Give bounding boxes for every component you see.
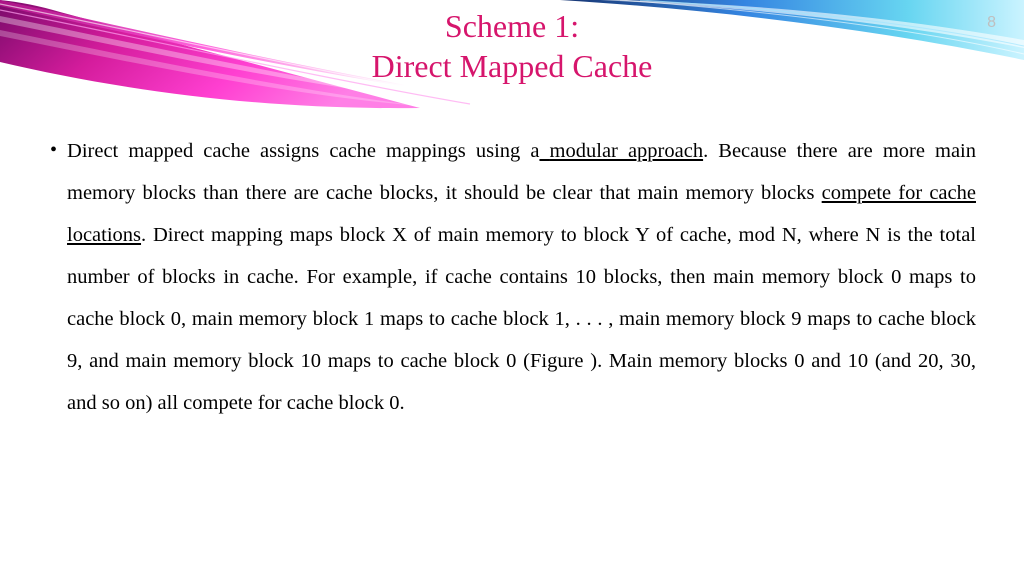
title-line-2: Direct Mapped Cache	[0, 46, 1024, 86]
text-segment: Direct mapped cache assigns cache mappin…	[67, 140, 539, 162]
title-line-1: Scheme 1:	[0, 6, 1024, 46]
slide-body: • Direct mapped cache assigns cache mapp…	[48, 130, 976, 424]
slide-title: Scheme 1: Direct Mapped Cache	[0, 6, 1024, 86]
text-segment: . Direct mapping maps block X of main me…	[67, 224, 976, 414]
bullet-marker: •	[50, 130, 57, 171]
bullet-text: Direct mapped cache assigns cache mappin…	[67, 130, 976, 424]
bullet-item: • Direct mapped cache assigns cache mapp…	[48, 130, 976, 424]
underlined-text: modular approach	[539, 140, 703, 162]
slide: 8 Scheme 1: Direct Mapped Cache • Direct…	[0, 0, 1024, 576]
